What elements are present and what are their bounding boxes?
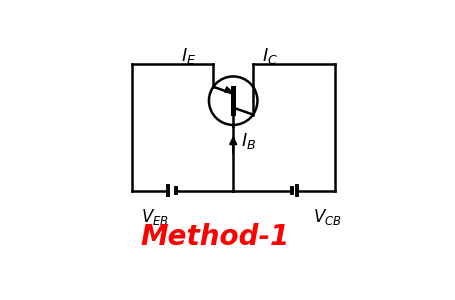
Text: $V_{EB}$: $V_{EB}$ <box>141 207 169 227</box>
Text: $I_E$: $I_E$ <box>181 46 196 66</box>
Text: $I_C$: $I_C$ <box>262 46 278 66</box>
Text: Method-1: Method-1 <box>140 223 289 251</box>
Text: $I_B$: $I_B$ <box>241 131 257 151</box>
Text: $V_{CB}$: $V_{CB}$ <box>313 207 342 227</box>
